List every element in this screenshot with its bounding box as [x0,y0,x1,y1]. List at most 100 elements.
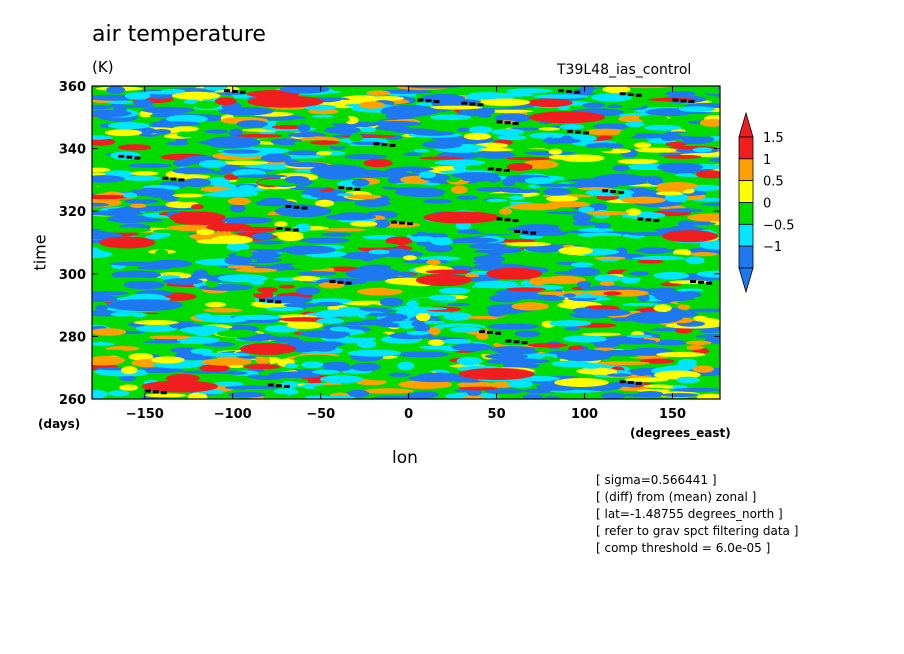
field-streak [545,201,591,208]
field-streak [572,151,613,155]
field-streak [387,176,406,184]
x-tick-label: −100 [214,407,252,422]
field-streak [499,208,513,215]
field-streak [351,178,370,187]
threshold-marker [558,89,565,93]
field-streak [487,308,506,317]
field-streak [689,252,718,257]
threshold-marker [160,391,167,395]
field-streak [201,352,250,357]
colorbar-segment [738,158,754,182]
field-streak [331,121,378,128]
threshold-marker [134,156,141,160]
field-streak [102,161,127,165]
field-streak [637,259,664,264]
field-streak [543,396,562,399]
field-streak [338,307,361,311]
field-streak [475,300,493,308]
field-streak [303,104,337,111]
field-streak [699,118,720,127]
field-streak [149,121,201,127]
field-streak [322,228,367,232]
note-line: [ comp threshold = 6.0e-05 ] [596,541,771,555]
field-streak [235,268,278,273]
field-streak [393,167,435,172]
field-streak [368,249,390,255]
threshold-marker [469,102,476,106]
colorbar-segment [738,223,754,247]
threshold-marker [293,205,300,209]
threshold-marker [487,330,494,334]
field-streak [130,171,159,176]
field-streak [668,225,703,232]
field-streak [129,203,147,209]
field-streak [372,148,408,156]
field-streak [442,338,472,344]
field-streak [111,270,162,280]
field-streak [486,198,507,203]
field-streak [127,163,172,168]
field-streak [141,340,182,344]
field-streak [405,392,436,399]
field-streak [572,213,592,222]
field-streak [364,315,378,320]
field-streak [381,224,417,228]
field-streak [405,193,445,197]
field-streak [402,255,417,261]
field-streak [676,376,700,384]
field-streak [491,128,525,136]
run-name: T39L48_ias_control [557,62,692,78]
field-streak [257,286,278,293]
field-streak [123,280,165,290]
field-streak [640,358,675,364]
field-streak [564,326,581,331]
field-streak [625,121,645,128]
field-streak [213,203,230,208]
field-streak [92,294,116,302]
field-streak [548,148,563,155]
field-streak [291,261,332,270]
field-streak [570,262,594,268]
threshold-marker [495,168,502,172]
field-streak [176,196,195,203]
field-streak [108,277,153,282]
field-streak [502,177,516,187]
field-streak [619,129,637,138]
x-tick-label: 100 [571,407,598,422]
field-streak [628,355,669,359]
field-streak [497,316,528,322]
colorbar-label: 1.5 [763,131,784,146]
field-streak [152,229,181,233]
note-line: [ sigma=0.566441 ] [596,473,717,487]
field-streak [301,361,324,369]
threshold-marker [645,218,652,222]
field-streak [596,361,650,366]
field-streak [100,227,152,233]
colorbar-label: −1 [763,240,782,255]
field-streak [203,86,228,91]
x-tick-label: 150 [659,407,686,422]
field-streak [590,93,632,102]
field-streak [514,330,541,338]
field-streak [193,269,208,277]
field-streak [705,314,720,319]
field-streak [676,299,720,306]
field-streak [172,167,215,175]
field-streak [456,356,483,366]
threshold-marker [688,100,695,104]
x-tick-label: 0 [404,407,413,422]
field-streak [428,105,483,110]
field-streak [233,314,282,321]
field-streak [152,128,172,135]
field-streak [279,86,330,94]
field-streak [398,380,453,389]
colorbar-label: −0.5 [763,218,795,233]
field-streak [636,390,664,398]
threshold-marker [477,103,484,107]
field-streak [551,360,590,367]
field-streak [92,342,115,346]
x-tick-label: −150 [126,407,164,422]
field-streak [323,364,352,372]
field-streak [397,351,450,358]
field-streak [418,171,437,179]
